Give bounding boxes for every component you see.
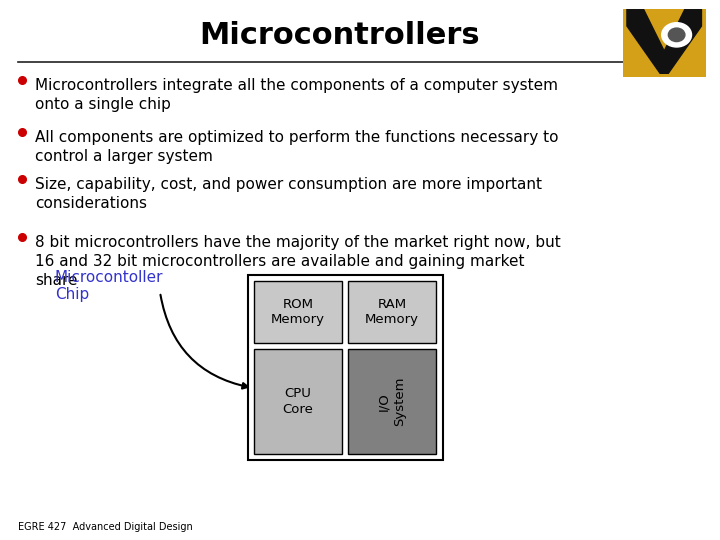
Text: Size, capability, cost, and power consumption are more important
considerations: Size, capability, cost, and power consum… (35, 177, 542, 211)
Circle shape (668, 28, 685, 42)
Text: I/O
System: I/O System (377, 377, 407, 426)
Text: All components are optimized to perform the functions necessary to
control a lar: All components are optimized to perform … (35, 130, 559, 164)
Polygon shape (627, 9, 701, 73)
Text: RAM
Memory: RAM Memory (365, 298, 419, 327)
Text: CPU
Core: CPU Core (282, 387, 313, 416)
FancyBboxPatch shape (248, 275, 443, 460)
Text: Microcontrollers: Microcontrollers (199, 21, 480, 50)
Text: Microcontrollers integrate all the components of a computer system
onto a single: Microcontrollers integrate all the compo… (35, 78, 558, 112)
FancyBboxPatch shape (348, 349, 436, 454)
Circle shape (662, 23, 691, 47)
Text: Microcontoller
Chip: Microcontoller Chip (55, 270, 163, 302)
Text: EGRE 427  Advanced Digital Design: EGRE 427 Advanced Digital Design (18, 522, 193, 532)
Text: ROM
Memory: ROM Memory (271, 298, 325, 327)
FancyBboxPatch shape (254, 281, 342, 343)
FancyBboxPatch shape (254, 349, 342, 454)
Text: 8 bit microcontrollers have the majority of the market right now, but
16 and 32 : 8 bit microcontrollers have the majority… (35, 235, 561, 288)
FancyBboxPatch shape (348, 281, 436, 343)
